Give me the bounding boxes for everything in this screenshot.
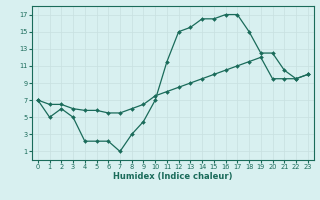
X-axis label: Humidex (Indice chaleur): Humidex (Indice chaleur) [113, 172, 233, 181]
